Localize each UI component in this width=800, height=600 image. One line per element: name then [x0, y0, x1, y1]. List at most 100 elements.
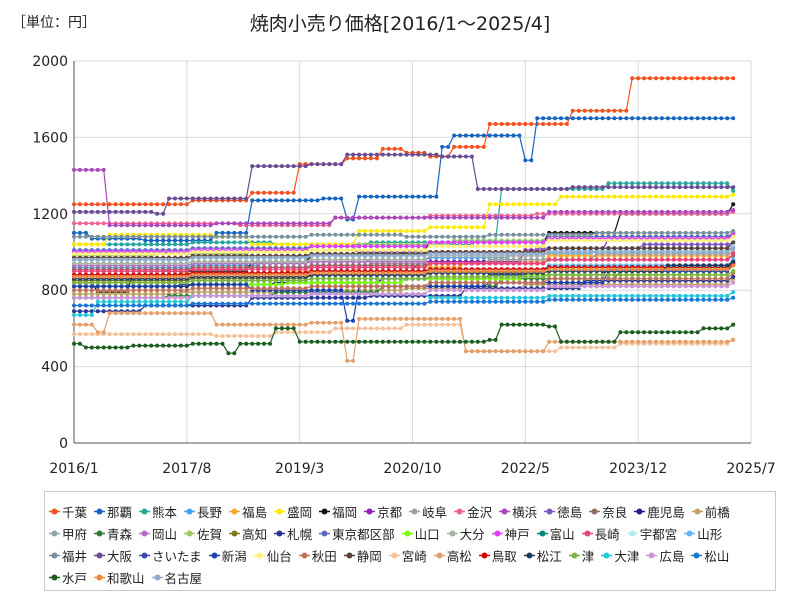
data-point	[392, 280, 397, 285]
data-point	[719, 257, 724, 262]
data-point	[446, 288, 451, 293]
data-point	[95, 251, 100, 256]
data-point	[137, 209, 142, 214]
data-point	[713, 257, 718, 262]
data-point	[262, 250, 266, 254]
data-point	[345, 152, 350, 157]
data-point	[101, 309, 106, 314]
data-point	[588, 232, 593, 237]
data-point	[612, 185, 617, 190]
data-point	[582, 246, 587, 251]
data-point	[564, 187, 569, 191]
data-point	[285, 221, 290, 226]
data-point	[196, 286, 201, 291]
data-point	[208, 282, 213, 287]
data-point	[131, 284, 136, 289]
data-point	[107, 280, 112, 285]
data-point	[321, 232, 326, 237]
data-point	[244, 259, 249, 264]
data-point	[392, 229, 397, 233]
data-point	[72, 280, 76, 285]
data-point	[535, 295, 540, 300]
data-point	[297, 198, 302, 203]
data-point	[262, 267, 266, 272]
data-point	[178, 196, 183, 201]
data-point	[196, 301, 201, 306]
data-point	[713, 339, 718, 344]
data-point	[410, 316, 415, 321]
data-point	[155, 284, 160, 289]
data-point	[345, 301, 350, 306]
data-point	[689, 209, 694, 214]
data-point	[559, 253, 563, 258]
data-point	[279, 242, 284, 247]
data-point	[689, 116, 694, 121]
data-point	[475, 133, 480, 138]
data-point	[72, 230, 76, 235]
data-point	[493, 288, 498, 293]
data-point	[570, 209, 575, 214]
data-point	[725, 194, 730, 199]
data-point	[434, 215, 439, 220]
data-point	[83, 242, 88, 247]
data-point	[404, 292, 409, 296]
data-point	[683, 339, 688, 344]
data-point	[588, 293, 593, 298]
data-point	[725, 246, 730, 251]
data-point	[553, 276, 557, 281]
data-point	[665, 246, 670, 251]
data-point	[351, 292, 356, 296]
series-line	[74, 182, 734, 245]
data-point	[202, 332, 207, 337]
series-line	[74, 232, 734, 253]
data-point	[202, 223, 207, 228]
data-point	[333, 215, 338, 220]
data-point	[612, 238, 617, 243]
data-point	[487, 295, 492, 300]
data-point	[77, 292, 82, 296]
data-point	[689, 76, 694, 81]
data-point	[713, 116, 718, 121]
data-point	[101, 209, 106, 214]
data-point	[731, 192, 736, 197]
data-point	[327, 280, 332, 285]
data-point	[529, 187, 534, 191]
data-point	[315, 276, 320, 281]
data-point	[671, 209, 676, 214]
data-point	[77, 269, 82, 274]
data-point	[107, 288, 112, 293]
data-point	[618, 257, 623, 262]
data-point	[262, 259, 266, 264]
data-point	[101, 202, 106, 207]
data-point	[440, 299, 445, 304]
data-point	[642, 209, 647, 214]
data-point	[244, 290, 249, 295]
data-point	[683, 276, 688, 281]
data-point	[202, 196, 207, 201]
data-point	[202, 259, 207, 264]
data-point	[208, 223, 213, 228]
data-point	[321, 162, 326, 167]
data-point	[404, 316, 409, 321]
data-point	[178, 295, 183, 300]
data-point	[250, 259, 255, 264]
data-point	[612, 272, 617, 277]
data-point	[505, 257, 510, 262]
data-point	[83, 322, 88, 327]
data-point	[683, 230, 688, 235]
data-point	[285, 293, 290, 298]
data-point	[101, 330, 106, 335]
data-point	[422, 301, 427, 306]
data-point	[547, 246, 552, 251]
data-point	[458, 133, 462, 138]
data-point	[321, 301, 326, 306]
data-point	[363, 295, 367, 300]
data-point	[232, 293, 237, 298]
data-point	[553, 202, 557, 207]
data-point	[731, 188, 736, 193]
data-point	[345, 156, 350, 161]
series-22	[72, 230, 736, 253]
data-point	[137, 261, 142, 266]
data-point	[725, 116, 730, 121]
data-point	[374, 248, 379, 253]
